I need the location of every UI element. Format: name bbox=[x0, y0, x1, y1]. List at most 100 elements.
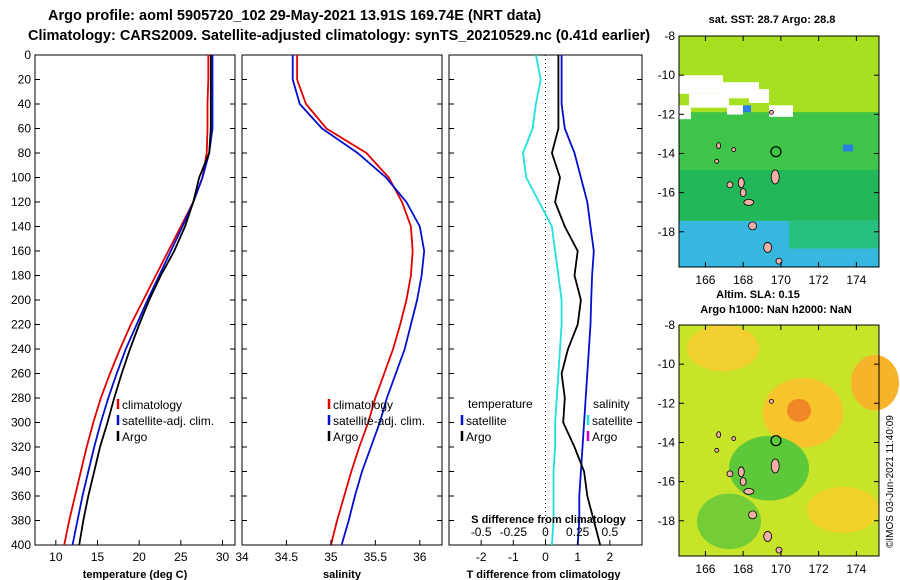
sla-map-panel: 166 168 170 172 174 -8 -10 -12 -14 -16 -18 Altim. S… bbox=[658, 289, 899, 576]
depth-y-ytick-label-14: 280 bbox=[11, 391, 31, 405]
depth-y-ytick-label-1: 20 bbox=[18, 73, 32, 87]
sst-map-xtick-label-4: 174 bbox=[846, 273, 866, 287]
temperature-legend-0-label: climatology bbox=[122, 398, 182, 412]
sst-map-panel: 166 168 170 172 174 -8 -10 -12 -14 -16 -18 sat. SST… bbox=[658, 14, 880, 287]
credit-text: ©IMOS 03-Jun-2021 11:40:09 bbox=[885, 415, 896, 548]
sst-map-xtick-label-2: 170 bbox=[771, 273, 791, 287]
depth-y-ytick-label-3: 60 bbox=[18, 122, 32, 136]
sla-high-b bbox=[851, 355, 899, 411]
sst-island-7 bbox=[726, 181, 734, 189]
figure-title-line2: Climatology: CARS2009. Satellite-adjuste… bbox=[28, 28, 650, 44]
sst-map-ytick-label-5: -18 bbox=[658, 225, 676, 239]
temperature-x-tick-label-4: 30 bbox=[216, 550, 230, 564]
sst-map-xtick-label-0: 166 bbox=[695, 273, 715, 287]
depth-y-ytick-label-16: 320 bbox=[11, 440, 31, 454]
sla-map-ytick-label-3: -14 bbox=[658, 435, 676, 449]
salinity-xlabel: salinity bbox=[323, 569, 362, 580]
sst-map-ytick-label-3: -14 bbox=[658, 146, 676, 160]
sla-map-frame bbox=[678, 324, 880, 557]
sla-map-subtitle: Argo h1000: NaN h2000: NaN bbox=[700, 304, 852, 316]
difference-legend-s-argo-label: Argo bbox=[592, 430, 618, 444]
sla-high-a-core bbox=[787, 398, 811, 423]
difference-s-tick-label-3: 0.25 bbox=[566, 525, 590, 539]
sla-island-4 bbox=[748, 510, 757, 520]
temperature-legend-2-label: Argo bbox=[122, 430, 148, 444]
difference-s-tick-label-4: 0.5 bbox=[601, 525, 618, 539]
sst-map-ytick-label-0: -8 bbox=[664, 29, 675, 43]
sla-map-title: Altim. SLA: 0.15 bbox=[716, 289, 800, 301]
sla-high-d bbox=[807, 486, 879, 533]
salinity-frame bbox=[241, 54, 443, 546]
salinity-series-climatology bbox=[296, 55, 414, 546]
difference-legend-t-argo-label: Argo bbox=[466, 430, 492, 444]
temperature-x-tick-label-1: 15 bbox=[91, 550, 105, 564]
sst-map-ytick-label-1: -10 bbox=[658, 68, 676, 82]
sst-island-8 bbox=[716, 142, 722, 150]
sst-island-2 bbox=[743, 198, 755, 206]
sst-map-xtick-label-3: 172 bbox=[809, 273, 829, 287]
sst-mid-band bbox=[679, 112, 879, 170]
sst-island-5 bbox=[763, 242, 773, 253]
depth-y-ytick-label-15: 300 bbox=[11, 416, 31, 430]
sla-map-xtick-label-4: 174 bbox=[846, 562, 866, 576]
temperature-x-tick-label-2: 20 bbox=[132, 550, 146, 564]
sla-island-8 bbox=[716, 431, 722, 439]
depth-y-ytick-label-7: 140 bbox=[11, 220, 31, 234]
temperature-x-tick-label-3: 25 bbox=[174, 550, 188, 564]
sst-cloud-6 bbox=[679, 105, 691, 120]
salinity-legend-1-label: satellite-adj. clim. bbox=[333, 414, 425, 428]
sla-island-3 bbox=[737, 466, 745, 478]
depth-y-ytick-label-8: 160 bbox=[11, 244, 31, 258]
sla-map-ytick-label-0: -8 bbox=[664, 318, 675, 332]
difference-legend-salinity-title: salinity bbox=[593, 397, 630, 411]
sst-island-9 bbox=[714, 158, 720, 164]
sst-island-11 bbox=[731, 147, 737, 152]
difference-series-t-argo bbox=[550, 55, 602, 546]
sla-map-ytick-label-1: -10 bbox=[658, 357, 676, 371]
depth-y-ytick-label-13: 260 bbox=[11, 367, 31, 381]
sst-island-1 bbox=[739, 188, 747, 198]
sla-island-9 bbox=[714, 447, 720, 453]
sla-argo-marker bbox=[770, 435, 782, 447]
depth-y-ytick-label-5: 100 bbox=[11, 171, 31, 185]
temperature-series-argo bbox=[78, 55, 212, 546]
difference-s-tick-label-2: 0 bbox=[542, 525, 549, 539]
difference-legend-t-satellite-label: satellite bbox=[466, 414, 507, 428]
sla-map-ytick-label-5: -18 bbox=[658, 514, 676, 528]
difference-xlabel: T difference from climatology bbox=[466, 569, 621, 580]
sla-map-xtick-label-1: 168 bbox=[733, 562, 753, 576]
difference-legend-temperature-title: temperature bbox=[468, 397, 533, 411]
sst-map-ytick-label-4: -16 bbox=[658, 186, 676, 200]
temperature-legend-1-label: satellite-adj. clim. bbox=[122, 414, 214, 428]
difference-series-s-satellite bbox=[522, 54, 563, 546]
difference-s-tick-label-1: -0.25 bbox=[500, 525, 528, 539]
sst-map-ytick-label-2: -12 bbox=[658, 107, 676, 121]
sst-map-frame bbox=[678, 35, 880, 268]
depth-y-ytick-label-6: 120 bbox=[11, 195, 31, 209]
salinity-x-tick-label-4: 36 bbox=[413, 550, 427, 564]
sla-low-b bbox=[697, 493, 761, 550]
sst-cloud-4 bbox=[769, 105, 793, 117]
depth-y-ytick-label-10: 200 bbox=[11, 293, 31, 307]
sla-island-7 bbox=[726, 470, 734, 478]
sla-map-xtick-label-2: 170 bbox=[771, 562, 791, 576]
temperature-xlabel: temperature (deg C) bbox=[83, 569, 188, 580]
depth-y-ytick-label-18: 360 bbox=[11, 489, 31, 503]
sst-cloud-0 bbox=[679, 75, 723, 94]
sst-island-10 bbox=[769, 109, 774, 115]
sst-patch-a bbox=[789, 220, 879, 249]
sst-island-3 bbox=[737, 177, 745, 189]
depth-y-ytick-label-17: 340 bbox=[11, 465, 31, 479]
sst-island-0 bbox=[770, 169, 780, 185]
depth-y-ytick-label-19: 380 bbox=[11, 514, 31, 528]
difference-panel: -2 -1 0 1 2 -0.5 -0.25 0 0.25 0.5S difference fro… bbox=[448, 54, 643, 580]
difference-x-tick-label-0: -2 bbox=[476, 550, 487, 564]
salinity-x-tick-label-3: 35.5 bbox=[364, 550, 388, 564]
sla-island-11 bbox=[731, 436, 737, 441]
depth-y-ytick-label-9: 180 bbox=[11, 269, 31, 283]
sst-pixel-a bbox=[743, 105, 751, 113]
difference-x-tick-label-1: -1 bbox=[508, 550, 519, 564]
temperature-frame bbox=[34, 54, 236, 546]
depth-y-ytick-label-20: 400 bbox=[11, 538, 31, 552]
sst-cloud-5 bbox=[727, 105, 743, 115]
